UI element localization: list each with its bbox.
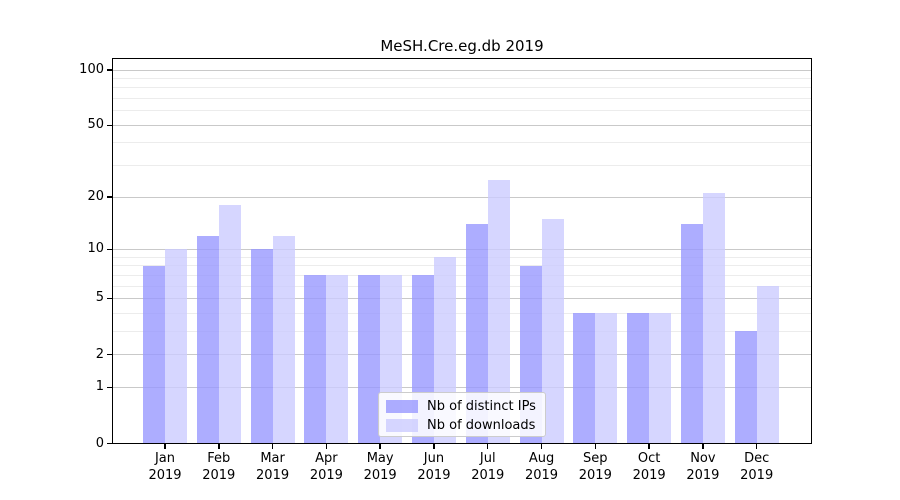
y-tick-label-0: 0 — [95, 435, 104, 451]
legend-item-distinct-ips: Nb of distinct IPs — [386, 397, 545, 415]
x-tick-label-sep: Sep 2019 — [578, 451, 612, 483]
bar-downloads-jan — [165, 249, 187, 444]
y-tick-mark-100 — [106, 69, 113, 71]
gridline-major-10 — [113, 248, 811, 250]
legend-label-downloads: Nb of downloads — [427, 417, 536, 433]
gridline-minor-8 — [113, 265, 811, 267]
bar-distinct-ips-dec — [734, 331, 757, 444]
y-tick-label-20: 20 — [87, 189, 104, 205]
gridline-minor-60 — [113, 110, 811, 112]
y-tick-label-2: 2 — [95, 346, 104, 362]
y-tick-mark-2 — [106, 353, 113, 356]
x-tick-label-jan: Jan 2019 — [148, 451, 182, 483]
gridline-minor-30 — [113, 165, 811, 167]
gridline-major-100 — [113, 69, 811, 71]
bar-distinct-ips-sep — [573, 313, 596, 444]
gridline-major-1 — [113, 386, 811, 388]
chart-title: MeSH.Cre.eg.db 2019 — [380, 37, 544, 55]
y-tick-label-1: 1 — [95, 379, 104, 395]
x-tick-mark-aug — [540, 443, 543, 449]
x-tick-mark-jan — [164, 443, 166, 449]
gridline-minor-40 — [113, 142, 811, 144]
gridline-minor-6 — [113, 285, 811, 287]
bar-downloads-apr — [326, 275, 349, 444]
x-tick-label-oct: Oct 2019 — [632, 451, 666, 483]
legend-swatch-distinct-ips — [386, 399, 418, 413]
x-tick-mark-may — [379, 443, 381, 449]
x-tick-label-mar: Mar 2019 — [256, 451, 290, 483]
gridline-minor-90 — [113, 77, 811, 79]
legend-label-distinct-ips: Nb of distinct IPs — [427, 398, 536, 414]
bar-distinct-ips-jan — [143, 265, 165, 444]
bar-distinct-ips-nov — [680, 224, 703, 444]
x-tick-label-feb: Feb 2019 — [202, 451, 236, 483]
y-tick-label-10: 10 — [87, 241, 104, 257]
bar-distinct-ips-may — [358, 275, 381, 444]
x-tick-mark-feb — [218, 443, 220, 449]
bar-downloads-oct — [649, 313, 672, 444]
x-tick-label-apr: Apr 2019 — [309, 451, 343, 483]
bar-downloads-nov — [702, 193, 725, 444]
legend-swatch-downloads — [386, 418, 418, 432]
gridline-major-50 — [113, 124, 811, 126]
y-tick-label-100: 100 — [79, 62, 104, 77]
bar-distinct-ips-mar — [250, 249, 273, 444]
y-tick-mark-50 — [106, 124, 113, 127]
y-tick-label-5: 5 — [95, 290, 104, 306]
gridline-minor-4 — [113, 312, 811, 314]
x-tick-mark-jun — [433, 443, 435, 449]
gridline-major-2 — [113, 354, 811, 356]
bar-distinct-ips-oct — [627, 313, 650, 444]
x-tick-label-jul: Jul 2019 — [471, 451, 505, 483]
plot-border — [112, 58, 812, 444]
y-tick-mark-0 — [106, 442, 113, 445]
gridline-minor-7 — [113, 274, 811, 276]
y-tick-label-50: 50 — [87, 117, 104, 133]
bar-distinct-ips-feb — [196, 235, 219, 444]
y-tick-mark-10 — [106, 248, 113, 251]
bar-downloads-feb — [218, 205, 241, 444]
legend: Nb of distinct IPs Nb of downloads — [378, 392, 546, 437]
x-tick-mark-jul — [486, 443, 489, 449]
gridline-minor-9 — [113, 256, 811, 258]
x-tick-label-may: May 2019 — [363, 451, 397, 483]
bar-downloads-mar — [272, 235, 295, 444]
x-tick-mark-nov — [702, 443, 704, 449]
legend-item-downloads: Nb of downloads — [386, 416, 545, 434]
x-tick-mark-apr — [325, 443, 328, 449]
x-tick-mark-mar — [271, 443, 274, 449]
gridline-minor-3 — [113, 330, 811, 332]
x-tick-mark-dec — [755, 443, 758, 449]
y-tick-mark-1 — [106, 386, 113, 389]
bar-downloads-sep — [595, 313, 618, 444]
x-tick-label-jun: Jun 2019 — [417, 451, 451, 483]
y-tick-mark-20 — [106, 196, 113, 198]
gridline-major-20 — [113, 196, 811, 198]
x-tick-label-dec: Dec 2019 — [740, 451, 774, 483]
gridline-minor-70 — [113, 98, 811, 100]
gridline-minor-80 — [113, 87, 811, 89]
y-tick-mark-5 — [106, 297, 113, 300]
x-tick-mark-sep — [594, 443, 597, 449]
x-tick-label-nov: Nov 2019 — [686, 451, 720, 483]
bar-distinct-ips-apr — [304, 275, 327, 444]
x-tick-mark-oct — [648, 443, 650, 449]
gridline-major-5 — [113, 297, 811, 299]
bar-downloads-dec — [756, 286, 779, 444]
x-tick-label-aug: Aug 2019 — [524, 451, 559, 483]
